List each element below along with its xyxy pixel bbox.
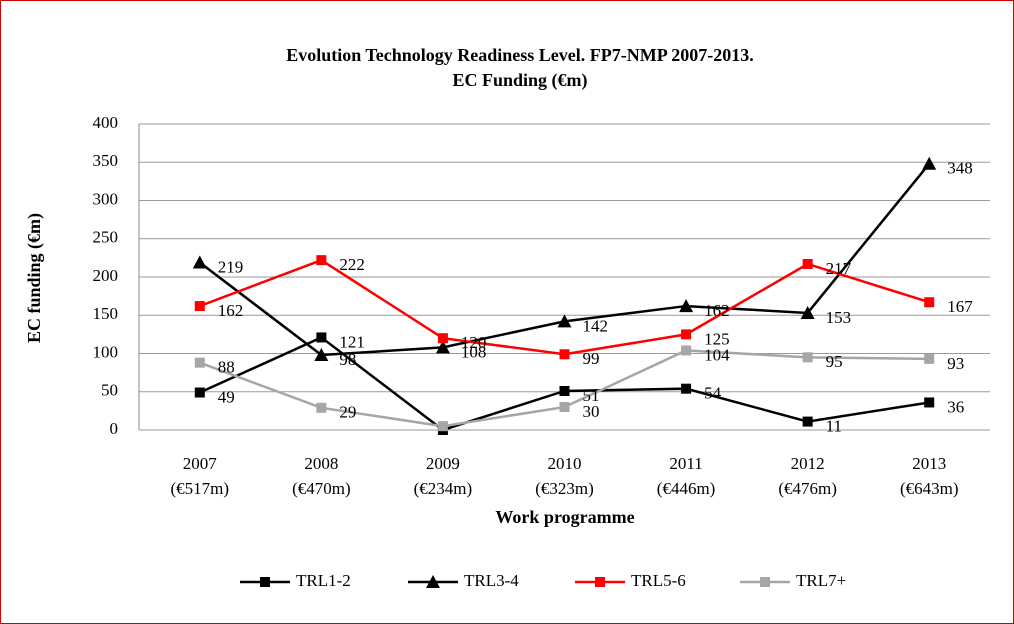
- data-label: 108: [461, 342, 487, 361]
- x-tick-label: 2011: [669, 454, 702, 473]
- y-tick-label: 150: [93, 304, 119, 323]
- point: [760, 577, 770, 587]
- point: [800, 305, 815, 319]
- y-tick-label: 300: [93, 189, 119, 208]
- point: [435, 340, 450, 354]
- point: [802, 416, 813, 427]
- point: [192, 255, 207, 269]
- y-tick-label: 400: [93, 113, 119, 132]
- x-tick-label: 2009: [426, 454, 460, 473]
- data-label: 125: [704, 329, 730, 348]
- x-tick-label: (€476m): [778, 479, 837, 498]
- x-tick-label: (€234m): [414, 479, 473, 498]
- data-label: 217: [826, 259, 852, 278]
- x-axis-title: Work programme: [495, 507, 634, 527]
- data-label: 167: [947, 297, 973, 316]
- data-label: 98: [339, 350, 356, 369]
- y-tick-label: 100: [93, 342, 119, 361]
- chart-title: EC Funding (€m): [452, 70, 587, 91]
- y-tick-label: 250: [93, 228, 119, 247]
- point: [802, 352, 813, 363]
- x-tick-label: 2013: [912, 454, 946, 473]
- point: [924, 397, 935, 408]
- point: [437, 333, 448, 344]
- legend-label: TRL7+: [796, 571, 846, 590]
- data-label: 153: [826, 308, 852, 327]
- point: [194, 387, 205, 398]
- data-label: 99: [583, 349, 600, 368]
- x-tick-label: 2010: [548, 454, 582, 473]
- data-label: 49: [218, 387, 235, 406]
- point: [316, 402, 327, 413]
- point: [260, 577, 270, 587]
- x-tick-label: 2012: [791, 454, 825, 473]
- data-label: 162: [218, 301, 244, 320]
- point: [679, 299, 694, 313]
- point: [681, 345, 692, 356]
- point: [924, 353, 935, 364]
- data-label: 142: [583, 316, 609, 335]
- y-tick-label: 350: [93, 151, 119, 170]
- point: [316, 332, 327, 343]
- data-label: 51: [583, 386, 600, 405]
- data-label: 88: [218, 358, 235, 377]
- point: [557, 314, 572, 328]
- point: [681, 329, 692, 340]
- chart-title: Evolution Technology Readiness Level. FP…: [286, 45, 754, 65]
- point: [314, 348, 329, 362]
- x-tick-label: (€643m): [900, 479, 959, 498]
- data-label: 95: [826, 352, 843, 371]
- data-label: 121: [339, 332, 365, 351]
- data-label: 219: [218, 257, 244, 276]
- y-axis-title: EC funding (€m): [24, 213, 45, 343]
- point: [559, 402, 570, 413]
- x-tick-label: 2007: [183, 454, 218, 473]
- point: [924, 297, 935, 308]
- x-tick-label: (€323m): [535, 479, 594, 498]
- x-tick-label: 2008: [304, 454, 338, 473]
- data-label: 348: [947, 159, 973, 178]
- data-label: 222: [339, 255, 365, 274]
- y-tick-label: 0: [110, 419, 119, 438]
- data-label: 162: [704, 301, 730, 320]
- data-label: 120: [461, 333, 487, 352]
- legend-label: TRL3-4: [464, 571, 519, 590]
- data-label: 54: [704, 384, 722, 403]
- x-tick-label: (€446m): [657, 479, 716, 498]
- point: [316, 255, 327, 266]
- y-tick-label: 50: [101, 381, 118, 400]
- point: [194, 301, 205, 312]
- point: [595, 577, 605, 587]
- point: [681, 383, 692, 394]
- data-label: 11: [826, 416, 842, 435]
- point: [559, 385, 570, 396]
- legend-label: TRL5-6: [631, 571, 686, 590]
- x-tick-label: (€470m): [292, 479, 351, 498]
- point: [802, 258, 813, 269]
- legend-label: TRL1-2: [296, 571, 351, 590]
- data-label: 104: [704, 345, 730, 364]
- point: [559, 349, 570, 360]
- x-tick-label: (€517m): [171, 479, 230, 498]
- point: [922, 156, 937, 170]
- data-label: 93: [947, 354, 964, 373]
- point: [426, 575, 440, 588]
- data-label: 36: [947, 397, 964, 416]
- point: [437, 421, 448, 432]
- y-tick-label: 200: [93, 266, 119, 285]
- point: [194, 357, 205, 368]
- data-label: 29: [339, 403, 356, 422]
- data-label: 30: [583, 402, 600, 421]
